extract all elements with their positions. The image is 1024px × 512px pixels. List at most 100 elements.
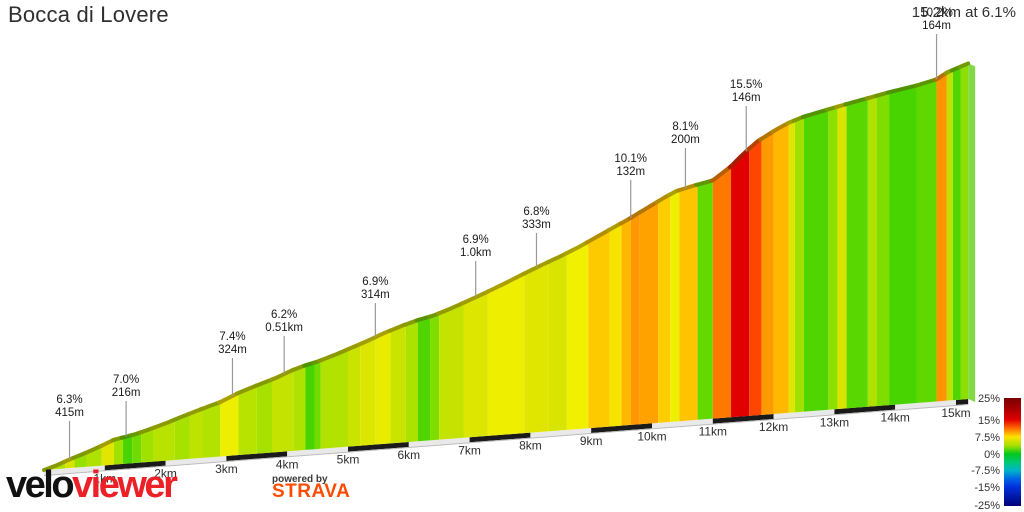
segment-gradient-value: 15.5% bbox=[730, 79, 763, 91]
km-tick-label: 8km bbox=[519, 439, 542, 453]
road-segment bbox=[217, 390, 241, 405]
km-strip bbox=[834, 404, 896, 415]
segment-gradient-value: 7.4% bbox=[219, 331, 245, 343]
road-segment bbox=[317, 347, 350, 363]
legend-tick-label: -15% bbox=[974, 482, 1000, 494]
gradient-band bbox=[524, 261, 549, 434]
legend-color-bar bbox=[1004, 398, 1021, 506]
segment-length-value: 164m bbox=[922, 20, 951, 32]
km-strip bbox=[165, 455, 227, 466]
segment-length-value: 0.51km bbox=[265, 322, 303, 334]
strava-logo: STRAVA bbox=[272, 481, 351, 502]
km-strip bbox=[104, 460, 166, 471]
road-segment bbox=[435, 300, 466, 316]
segment-gradient-value: 6.9% bbox=[463, 234, 489, 246]
gradient-band bbox=[609, 223, 622, 427]
segment-gradient-value: 6.8% bbox=[523, 206, 549, 218]
km-tick-label: 1km bbox=[93, 471, 116, 485]
gradient-band bbox=[463, 291, 488, 438]
gradient-band bbox=[773, 122, 789, 414]
gradient-band bbox=[788, 120, 795, 413]
gradient-band bbox=[487, 273, 525, 436]
km-tick-label: 15km bbox=[941, 406, 970, 420]
gradient-band bbox=[588, 229, 610, 429]
gradient-band bbox=[566, 241, 589, 430]
axis-baseline bbox=[43, 404, 969, 476]
gradient-bands bbox=[44, 63, 969, 470]
gradient-band bbox=[430, 313, 440, 441]
km-tick-label: 14km bbox=[881, 411, 910, 425]
km-tick-label: 2km bbox=[154, 467, 177, 481]
gradient-band bbox=[272, 369, 294, 453]
gradient-band bbox=[348, 344, 361, 447]
gradient-band bbox=[305, 362, 315, 450]
segment-length-value: 200m bbox=[671, 134, 700, 146]
gradient-band bbox=[256, 379, 272, 454]
km-tick-label: 4km bbox=[276, 457, 299, 471]
gradient-band bbox=[670, 190, 680, 422]
gradient-band bbox=[658, 194, 671, 423]
gradient-band bbox=[846, 98, 868, 409]
gradient-band bbox=[141, 427, 154, 463]
km-tick-label: 13km bbox=[820, 415, 849, 429]
gradient-band bbox=[712, 166, 732, 419]
gradient-band bbox=[867, 95, 877, 407]
km-tick-label: 10km bbox=[637, 429, 666, 443]
page-title: Bocca di Lovere bbox=[8, 2, 169, 27]
gradient-band bbox=[174, 413, 190, 460]
legend-tick-label: 7.5% bbox=[975, 432, 1000, 444]
climb-summary: 15.2km at 6.1% bbox=[911, 4, 1016, 21]
gradient-band bbox=[639, 201, 659, 425]
distance-tick-labels: 1km 2km 3km 4km 5km 6km 7km 8km 9km 10km 11km 12km 1… bbox=[93, 406, 970, 485]
segment-gradient-value: 7.0% bbox=[113, 374, 139, 386]
gradient-band bbox=[360, 337, 376, 446]
gradient-band bbox=[132, 432, 142, 464]
logo-velo: velo bbox=[6, 464, 75, 506]
road-segment bbox=[636, 199, 661, 216]
road-segment bbox=[42, 459, 68, 472]
gradient-band bbox=[153, 419, 175, 462]
km-strip bbox=[408, 437, 470, 447]
road-segment bbox=[545, 251, 569, 265]
road-profile-line bbox=[42, 61, 971, 472]
gradient-band bbox=[679, 184, 698, 422]
road-segment bbox=[198, 400, 223, 412]
gradient-band bbox=[936, 72, 947, 402]
profile-end-face bbox=[968, 63, 976, 403]
gradient-band bbox=[837, 104, 847, 410]
gradient-band bbox=[960, 63, 969, 400]
segment-length-value: 1.0km bbox=[460, 247, 491, 259]
road-segment bbox=[885, 83, 919, 95]
segment-length-value: 415m bbox=[55, 407, 84, 419]
segment-length-value: 216m bbox=[112, 387, 141, 399]
powered-by-label: powered by bbox=[272, 474, 328, 485]
segment-gradient-value: 8.1% bbox=[672, 121, 698, 133]
gradient-band bbox=[804, 109, 829, 412]
km-strip bbox=[530, 427, 592, 438]
gradient-band bbox=[621, 217, 631, 426]
km-strip bbox=[652, 418, 713, 429]
gradient-band bbox=[405, 320, 418, 443]
km-strip bbox=[956, 399, 969, 405]
gradient-band bbox=[320, 349, 348, 449]
gradient-band bbox=[731, 148, 750, 418]
logo-viewer: viewer bbox=[72, 464, 178, 506]
gradient-band bbox=[189, 408, 203, 459]
distance-axis bbox=[43, 399, 969, 476]
segment-gradient-value: 10.1% bbox=[614, 153, 647, 165]
gradient-band bbox=[794, 116, 804, 413]
powered-by-strava: powered by STRAVA bbox=[272, 474, 351, 502]
gradient-band bbox=[916, 79, 937, 403]
veloviewer-logo: veloviewer bbox=[6, 464, 178, 506]
road-segment bbox=[709, 164, 734, 183]
segment-gradient-value: 10.2% bbox=[920, 7, 953, 19]
km-strip bbox=[712, 413, 774, 424]
gradient-band bbox=[697, 180, 713, 420]
segment-gradient-value: 6.3% bbox=[56, 394, 82, 406]
segment-length-value: 333m bbox=[522, 219, 551, 231]
gradient-band bbox=[876, 92, 890, 407]
road-segment bbox=[676, 182, 700, 193]
gradient-legend: 25% 15% 7.5% 0% -7.5% -15% -25% bbox=[971, 393, 1021, 512]
legend-tick-label: -25% bbox=[974, 500, 1000, 512]
